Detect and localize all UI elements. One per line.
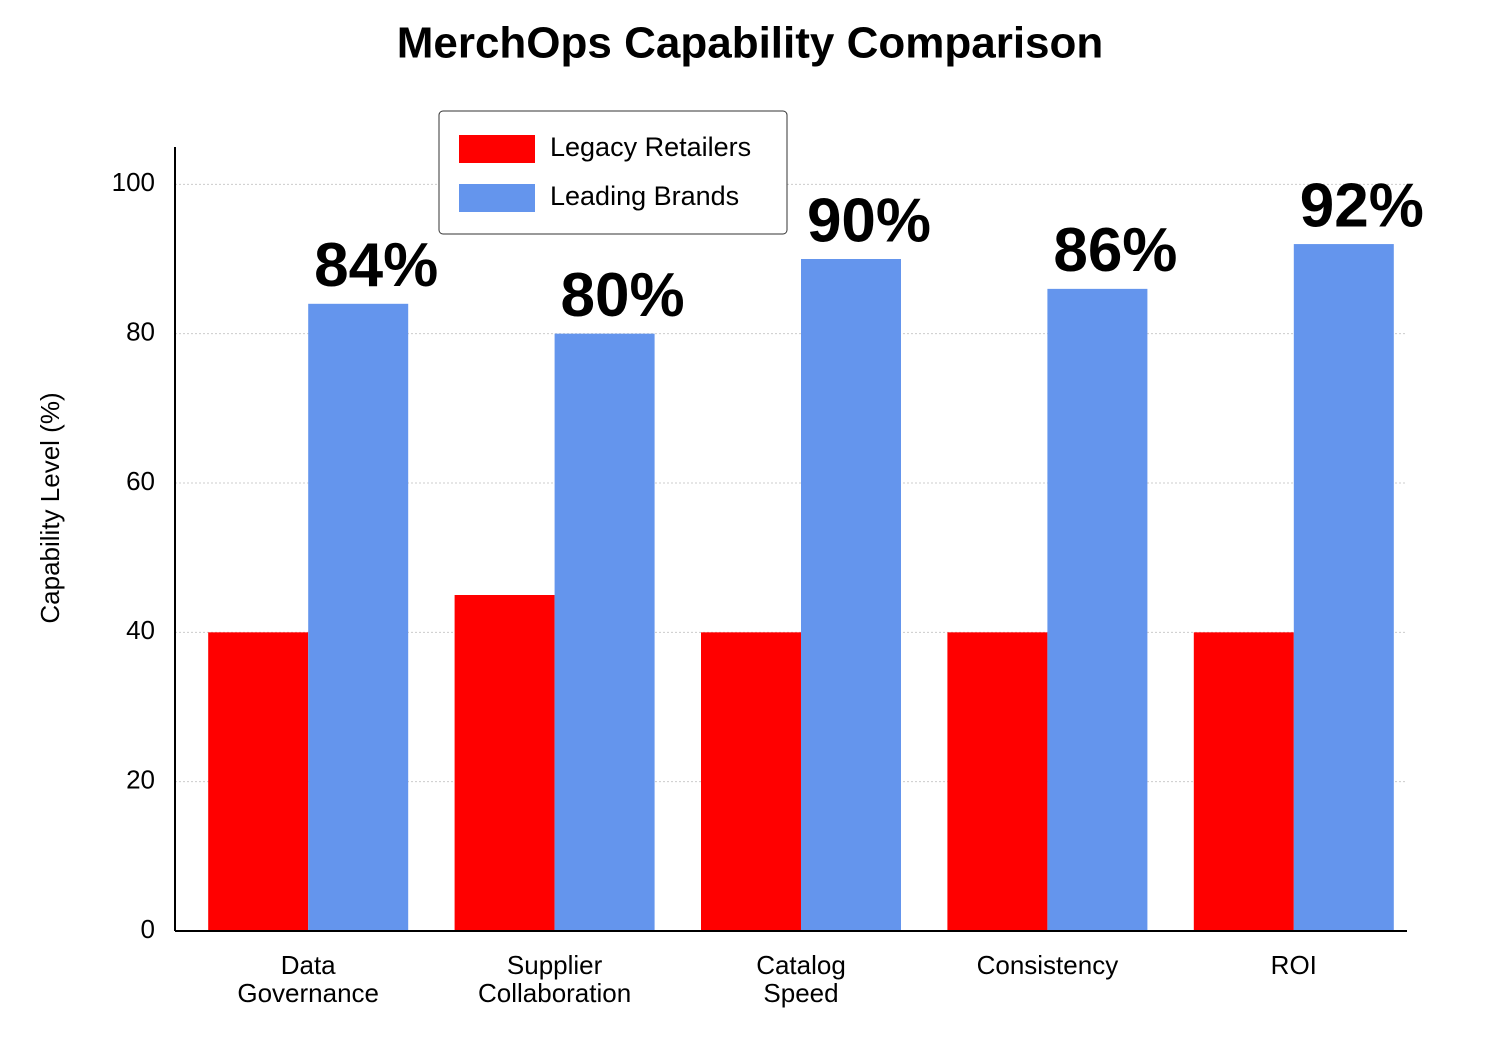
- data-label: 84%: [314, 231, 438, 300]
- legend-swatch: [459, 184, 535, 212]
- bar: [208, 632, 309, 931]
- x-tick-label: Supplier Collaboration: [477, 950, 632, 1008]
- bar: [801, 259, 901, 931]
- x-tick-label: Data Governance: [237, 950, 380, 1008]
- y-tick-label: 100: [112, 167, 155, 197]
- data-label: 86%: [1053, 216, 1177, 285]
- legend-label: Legacy Retailers: [550, 132, 751, 162]
- data-label: 92%: [1300, 171, 1424, 240]
- y-tick-label: 0: [141, 914, 155, 944]
- y-tick-label: 20: [126, 765, 155, 795]
- bar: [1047, 288, 1148, 931]
- y-axis-label: Capability Level (%): [35, 392, 65, 623]
- x-tick-label: Catalog Speed: [756, 950, 846, 1008]
- bar: [308, 303, 409, 931]
- bar: [701, 632, 801, 931]
- bar: [947, 632, 1048, 931]
- y-tick-label: 40: [126, 615, 155, 645]
- bar: [554, 333, 655, 932]
- data-label: 90%: [807, 186, 931, 255]
- bar: [1193, 632, 1294, 931]
- legend-box: [438, 110, 788, 235]
- bar: [454, 595, 555, 931]
- legend-label: Leading Brands: [550, 181, 739, 211]
- x-tick-label: Consistency: [976, 950, 1119, 980]
- x-tick-label: ROI: [1270, 950, 1317, 980]
- chart-title: MerchOps Capability Comparison: [397, 19, 1104, 68]
- y-tick-label: 60: [126, 466, 155, 496]
- legend-swatch: [459, 135, 535, 163]
- bar: [1293, 244, 1394, 932]
- data-label: 80%: [561, 261, 685, 330]
- y-tick-label: 80: [126, 317, 155, 347]
